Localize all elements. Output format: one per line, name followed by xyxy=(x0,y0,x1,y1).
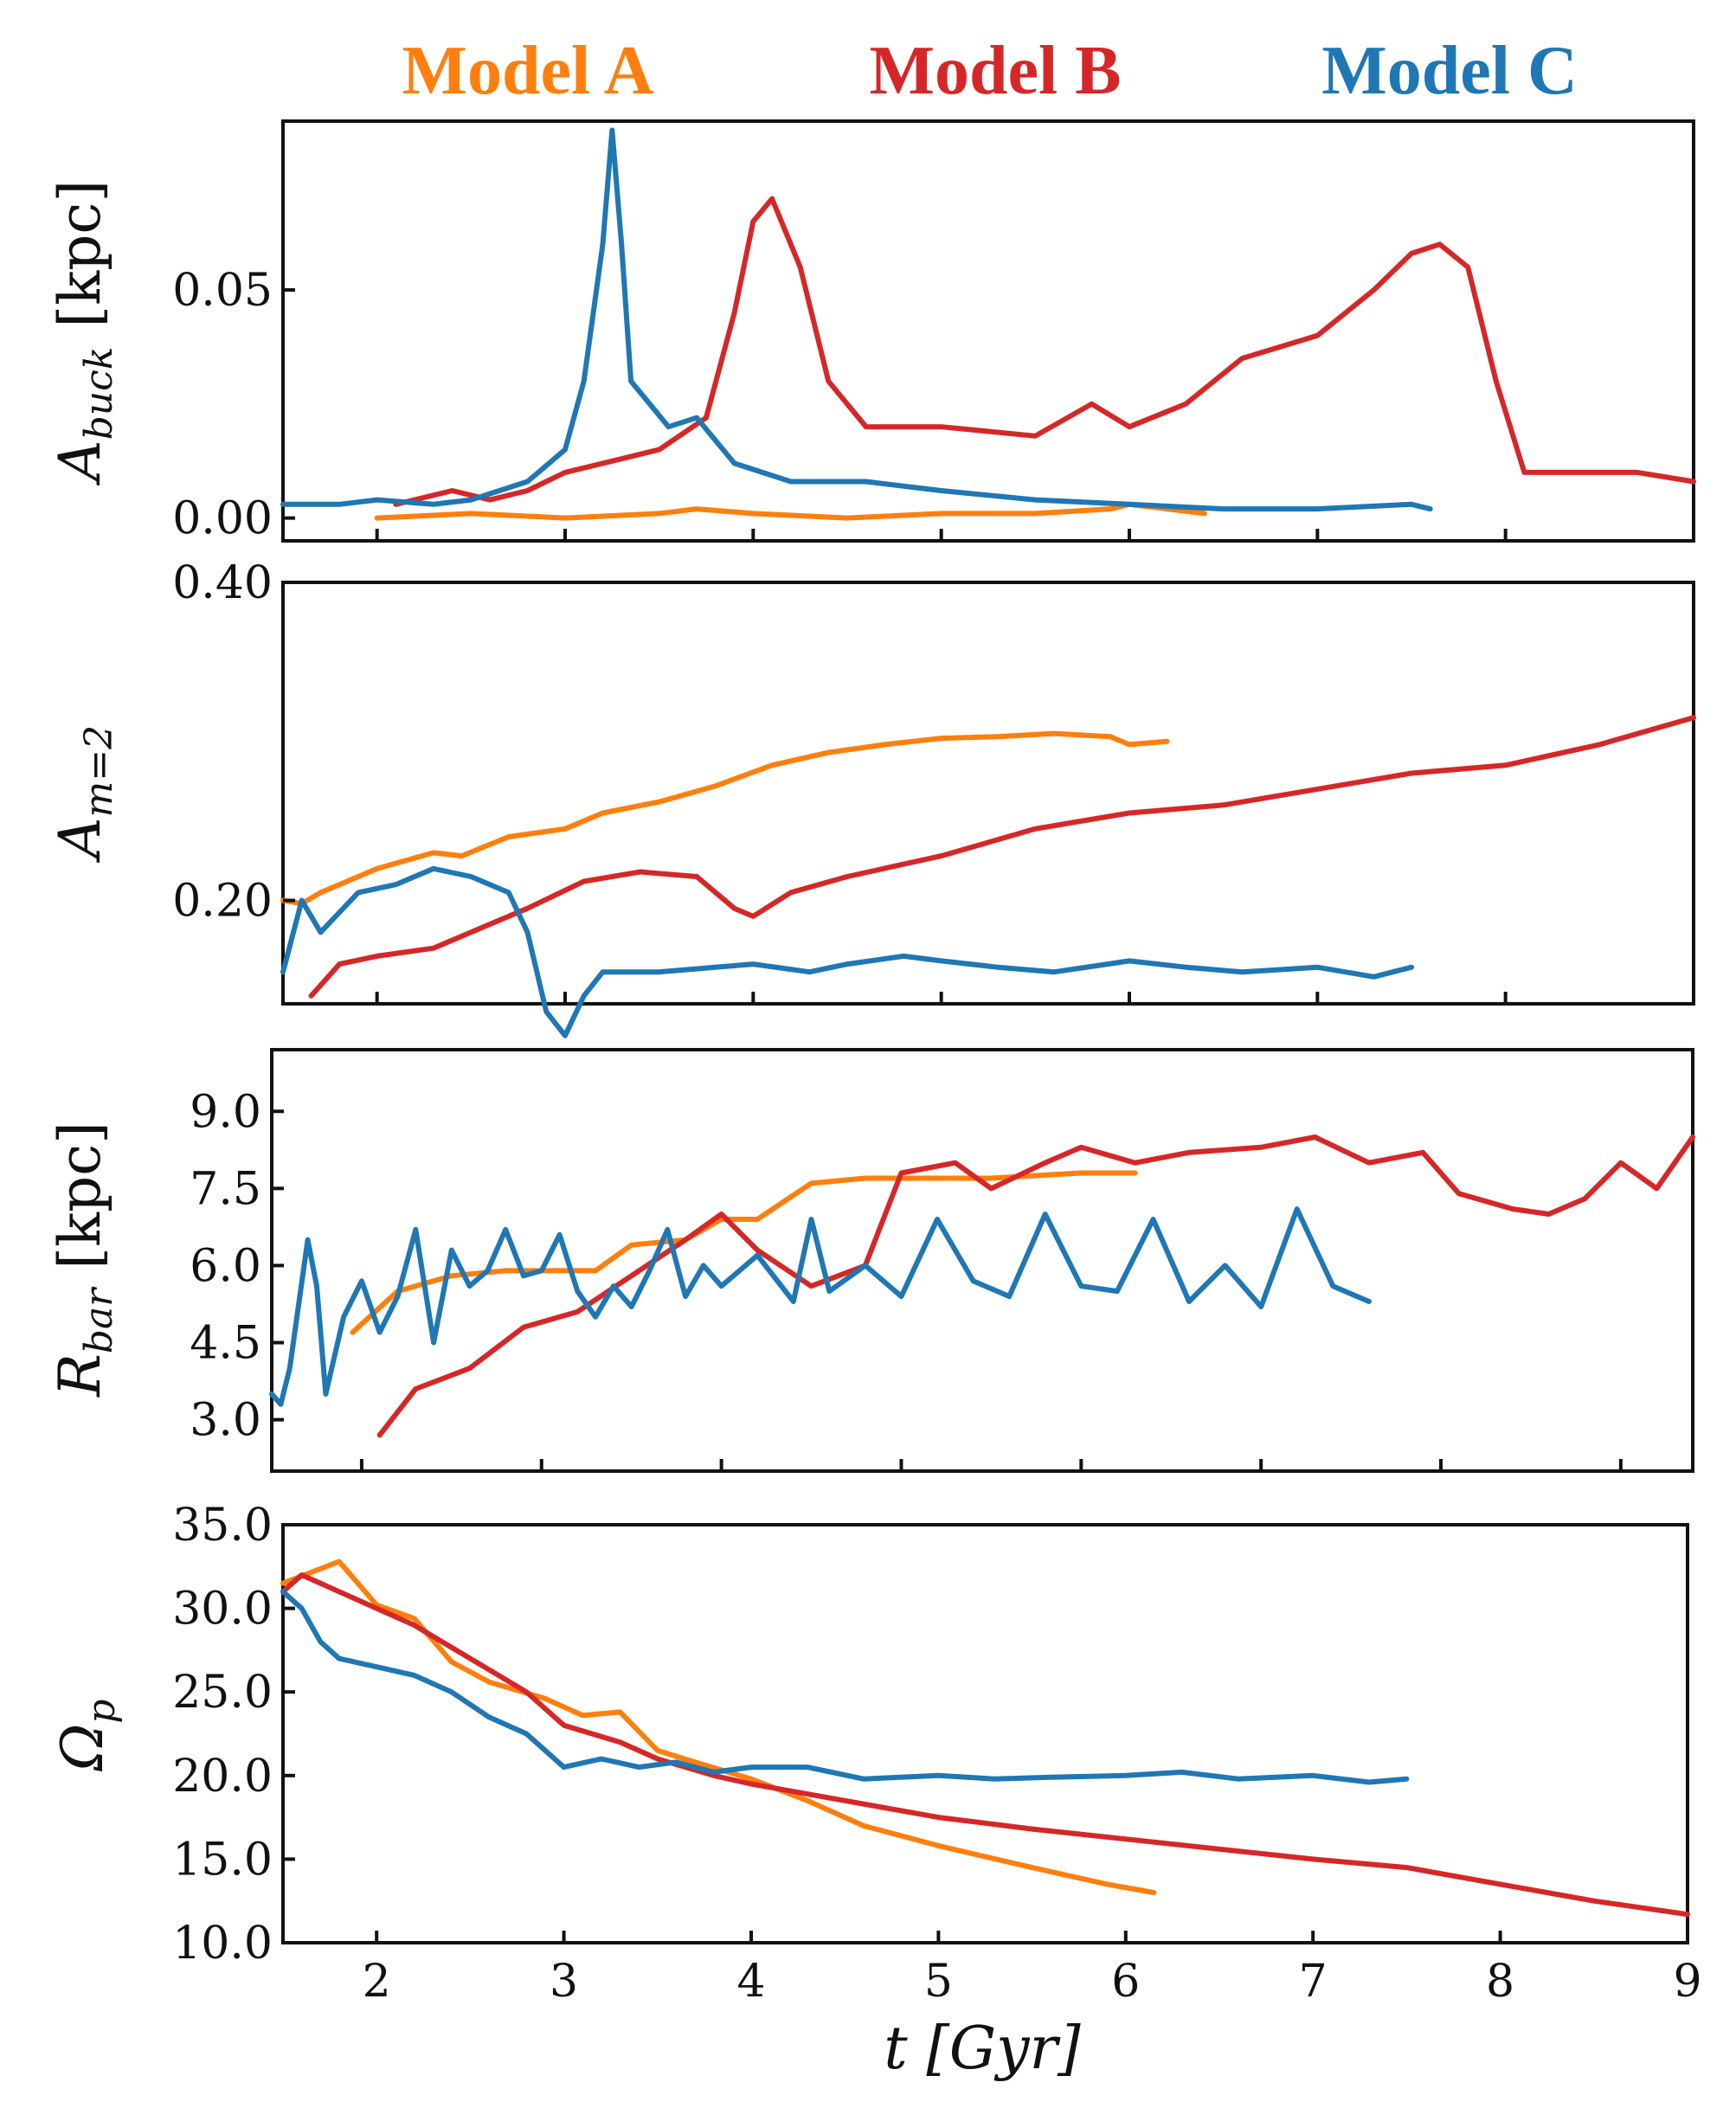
y-tick-label: 30.0 xyxy=(172,1584,273,1636)
series-group xyxy=(269,1134,1695,1438)
series-line-model-c xyxy=(269,1206,1372,1407)
y-tick-label: 0.20 xyxy=(172,876,273,928)
legend-model-b: Model B xyxy=(869,33,1121,109)
y-tick-label: 4.5 xyxy=(190,1318,261,1370)
plot-frame xyxy=(281,1523,1689,1944)
y-axis: 10.0 15.0 20.0 25.0 30.0 35.0 xyxy=(172,1500,295,1970)
x-axis: 2 3 4 5 6 7 8 9 xyxy=(363,1931,1702,2008)
series-line-model-c xyxy=(280,1589,1410,1785)
x-tick-label: 7 xyxy=(1299,1956,1328,2008)
series-line-model-b xyxy=(393,196,1696,507)
series-line-model-c xyxy=(280,865,1414,1038)
y-axis: 3.0 4.5 6.0 7.5 9.0 xyxy=(190,1086,284,1447)
y-tick-label: 6.0 xyxy=(190,1240,261,1292)
x-tick-marks xyxy=(375,529,1695,541)
series-group xyxy=(280,127,1696,521)
y-tick-label: 10.0 xyxy=(172,1918,273,1970)
x-tick-label: 5 xyxy=(924,1956,953,2008)
series-line-model-a xyxy=(280,1559,1157,1895)
panel-rbar: 3.0 4.5 6.0 7.5 9.0 Rbar[kpc] xyxy=(47,1048,1695,1473)
y-tick-label: 15.0 xyxy=(172,1834,273,1886)
plot-frame xyxy=(281,581,1695,1006)
x-tick-label: 4 xyxy=(736,1956,765,2008)
x-tick-marks xyxy=(375,992,1695,1004)
plot-frame xyxy=(270,1048,1694,1473)
x-tick-label: 6 xyxy=(1111,1956,1140,2008)
y-axis-label: Am=2 xyxy=(47,725,121,864)
plot-frame xyxy=(281,119,1695,543)
x-axis-label: t [Gyr] xyxy=(884,2015,1081,2083)
y-tick-label: 20.0 xyxy=(172,1751,273,1803)
series-group xyxy=(280,715,1696,1038)
x-tick-label: 2 xyxy=(363,1956,391,2008)
panel-am2: 0.20 0.40 Am=2 xyxy=(47,557,1696,1038)
panel-abuck: 0.00 0.05 Abuck[kpc] xyxy=(47,119,1696,545)
legend: Model A Model B Model C xyxy=(402,33,1577,109)
y-axis-label: Rbar[kpc] xyxy=(47,1122,121,1398)
x-tick-label: 3 xyxy=(550,1956,578,2008)
y-tick-label: 25.0 xyxy=(172,1667,273,1719)
y-tick-label: 7.5 xyxy=(190,1163,261,1215)
series-line-model-a xyxy=(374,501,1207,521)
series-line-model-b xyxy=(280,1572,1690,1918)
series-line-model-c xyxy=(280,127,1433,512)
y-axis-label: Ωp xyxy=(49,1700,124,1772)
legend-model-c: Model C xyxy=(1321,33,1578,109)
legend-model-a: Model A xyxy=(402,33,653,109)
x-tick-marks xyxy=(359,1459,1623,1471)
y-tick-label: 0.40 xyxy=(172,557,273,609)
x-tick-label: 8 xyxy=(1486,1956,1514,2008)
series-line-model-a xyxy=(280,730,1170,907)
y-tick-label: 9.0 xyxy=(190,1086,261,1138)
y-tick-label: 35.0 xyxy=(172,1500,273,1552)
series-line-model-b xyxy=(308,715,1696,999)
y-tick-label: 0.00 xyxy=(172,493,273,545)
y-axis: 0.20 0.40 xyxy=(172,557,295,928)
panel-omega: 10.0 15.0 20.0 25.0 30.0 35.0 2 3 4 5 6 7 8 9 Ωp xyxy=(49,1500,1702,2008)
y-tick-label: 3.0 xyxy=(190,1395,261,1447)
series-line-model-a xyxy=(350,1170,1138,1335)
x-tick-label: 9 xyxy=(1673,1956,1701,2008)
y-axis: 0.00 0.05 xyxy=(172,265,295,545)
y-axis-label: Abuck[kpc] xyxy=(47,180,121,486)
series-group xyxy=(280,1559,1690,1918)
y-tick-label: 0.05 xyxy=(172,265,273,317)
